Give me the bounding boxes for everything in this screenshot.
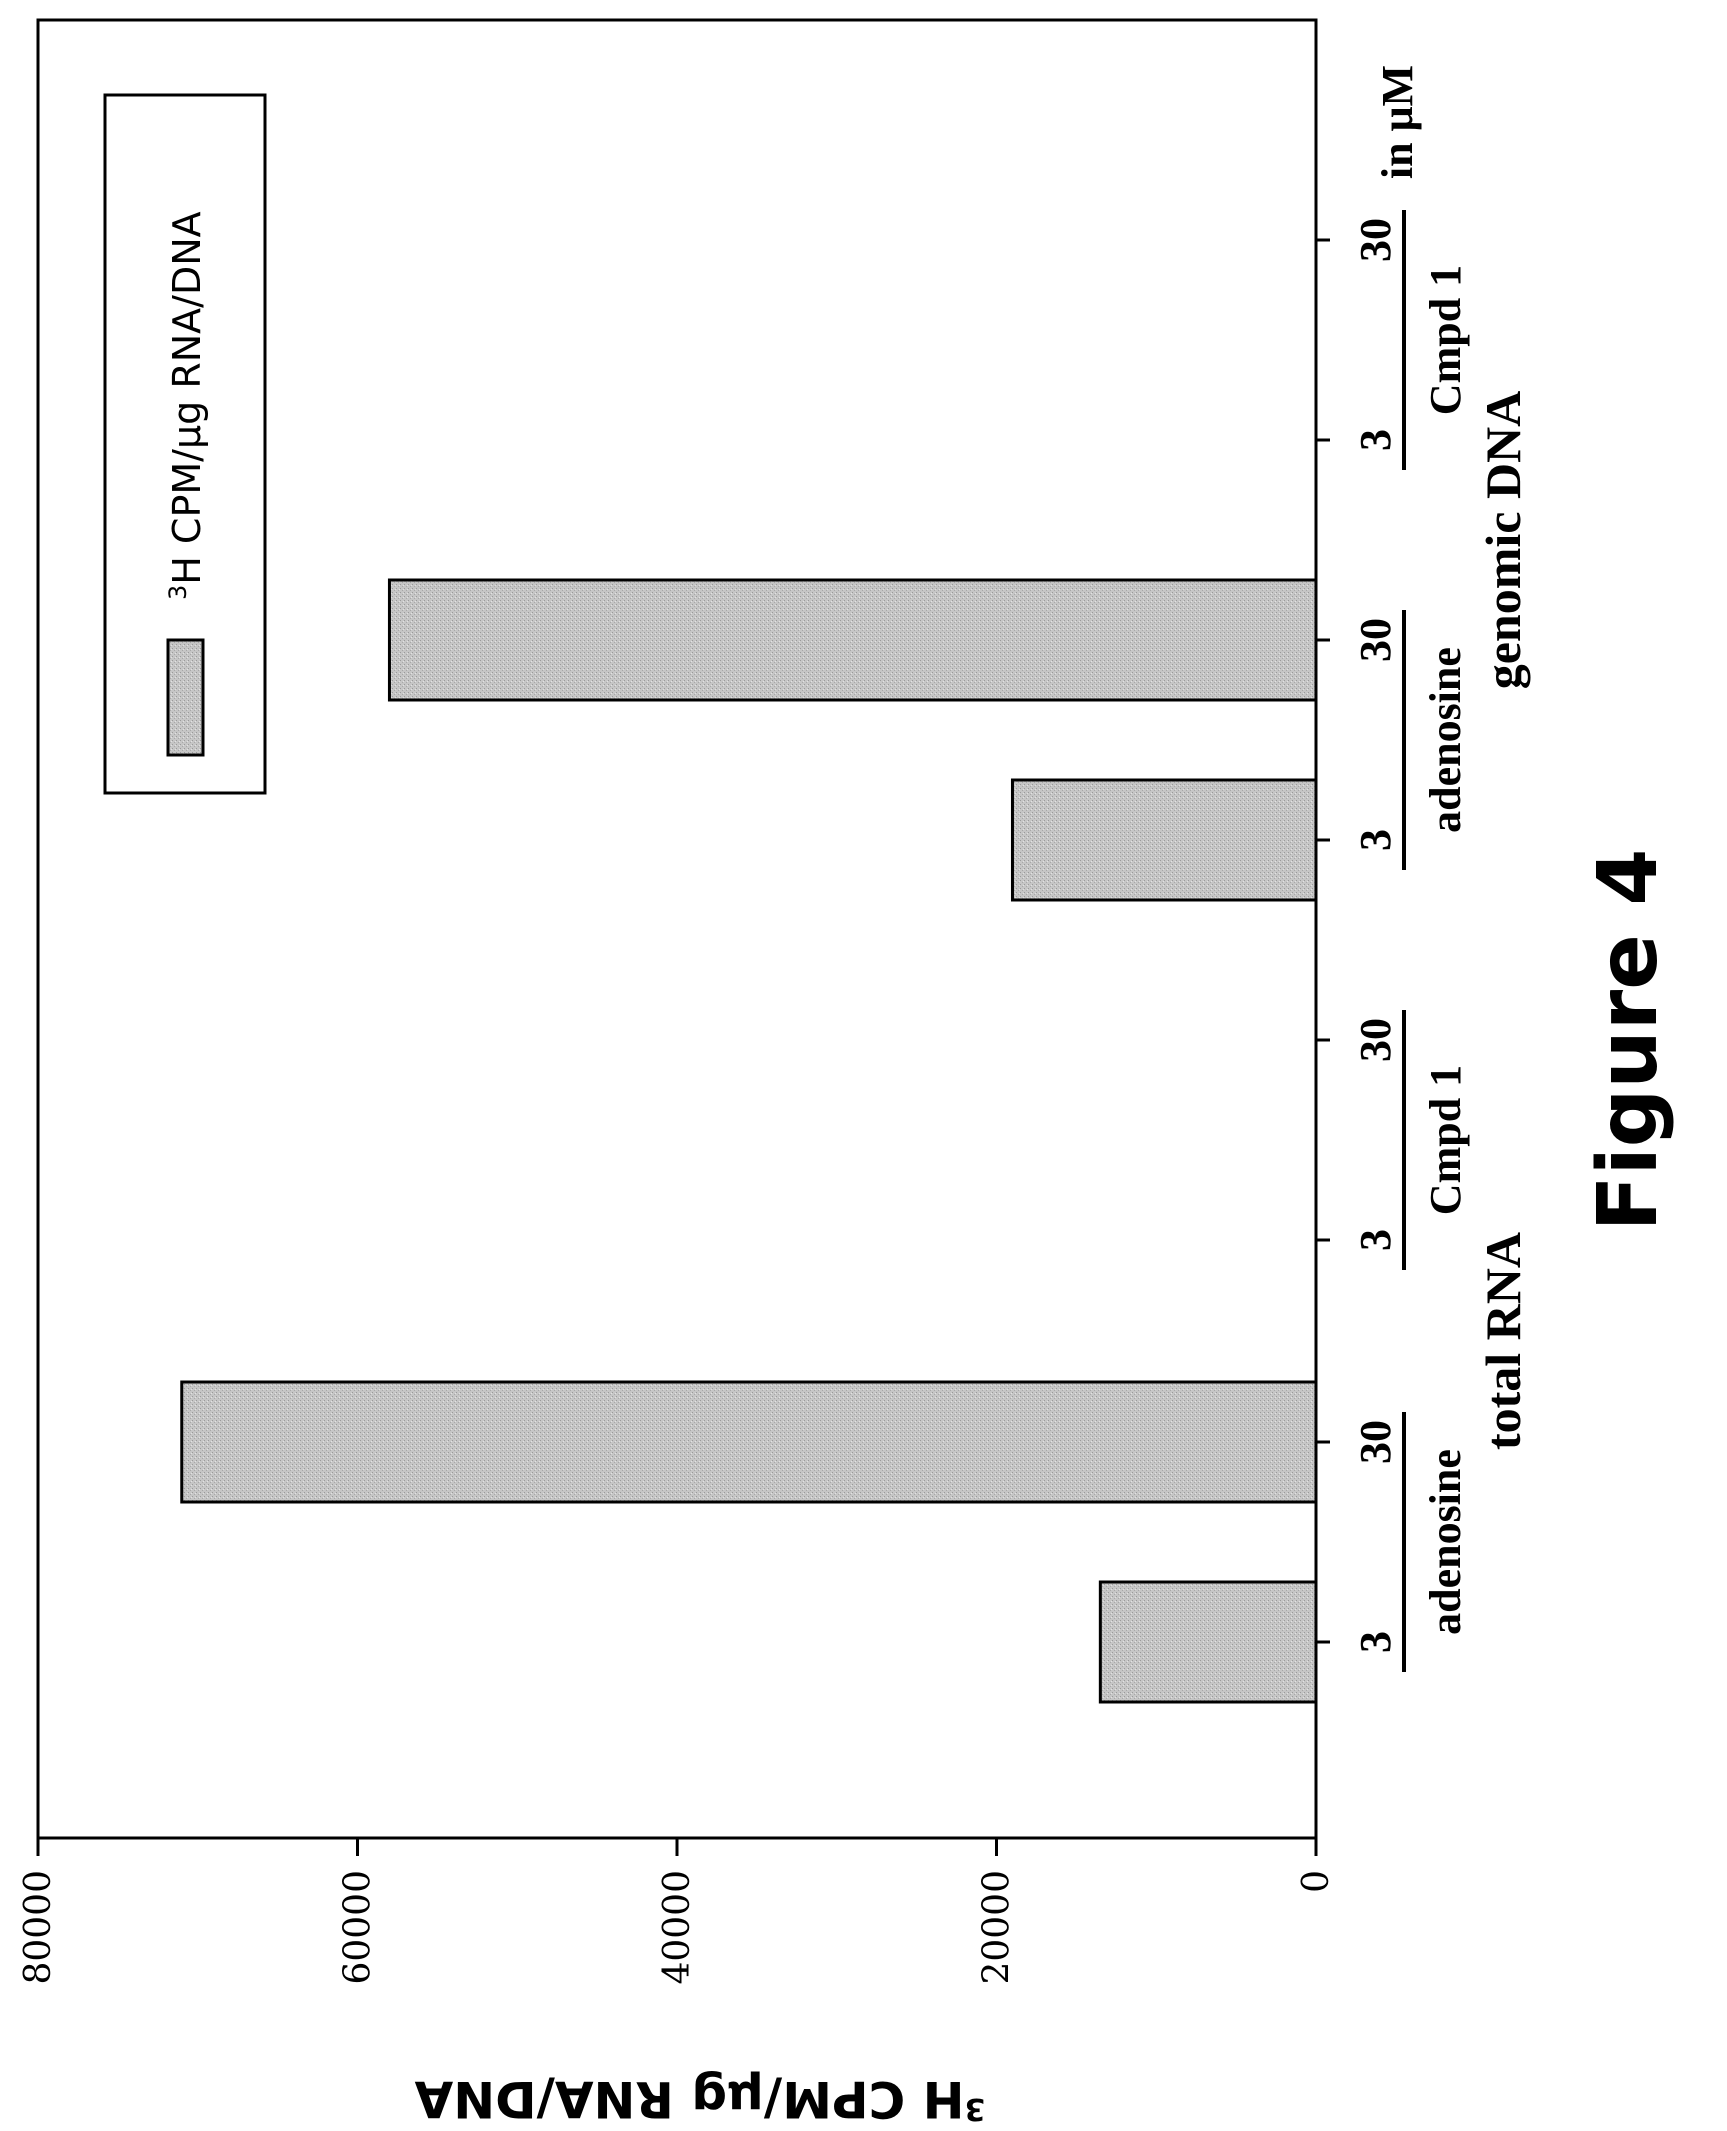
y-axis-title: 3H CPM/μg RNA/DNA — [414, 2070, 985, 2128]
legend-label-sup: 3 — [164, 585, 192, 600]
x-tick-label: 3 — [1351, 829, 1400, 851]
group-labels: total RNA genomic DNA — [1475, 391, 1531, 1450]
x-tick-label: 3 — [1351, 1229, 1400, 1251]
x-tick-label: 30 — [1351, 1420, 1400, 1464]
y-axis-title-text: H CPM/μg RNA/DNA — [414, 2070, 964, 2128]
bar — [1098, 1580, 1318, 1704]
compound-label: adenosine — [1421, 1449, 1470, 1635]
x-tick-label: 3 — [1351, 1631, 1400, 1653]
unit-label: in μM — [1373, 65, 1422, 179]
compound-label: Cmpd 1 — [1421, 265, 1470, 415]
bar — [180, 1380, 1318, 1504]
group-label: genomic DNA — [1475, 391, 1531, 690]
x-tick-label: 30 — [1351, 1018, 1400, 1062]
figure-label: Figure 4 — [1581, 849, 1676, 1232]
y-tick-label: 20000 — [977, 1870, 1018, 1985]
y-tick-label: 0 — [1296, 1870, 1337, 1893]
bar — [387, 578, 1318, 702]
y-tick-label: 60000 — [338, 1870, 379, 1985]
legend-label-text: H CPM/μg RNA/DNA — [165, 211, 209, 584]
x-tick-label: 30 — [1351, 218, 1400, 262]
legend-swatch — [166, 638, 205, 757]
x-tick-label: 30 — [1351, 618, 1400, 662]
y-axis-title-sup: 3 — [965, 2092, 986, 2127]
y-tick-label: 80000 — [18, 1870, 59, 1985]
legend: 3H CPM/μg RNA/DNA — [103, 93, 267, 795]
legend-label: 3H CPM/μg RNA/DNA — [164, 211, 209, 600]
bars — [180, 578, 1318, 1704]
bar — [1010, 778, 1318, 902]
y-tick-label: 40000 — [657, 1870, 698, 1985]
value-axis: 0 20000 40000 60000 80000 — [18, 1838, 1337, 1985]
compound-label: Cmpd 1 — [1421, 1065, 1470, 1215]
category-ticks — [1316, 238, 1330, 1644]
compound-label: adenosine — [1421, 647, 1470, 833]
compound-labels: adenosine Cmpd 1 adenosine Cmpd 1 — [1421, 265, 1470, 1635]
group-label: total RNA — [1475, 1232, 1531, 1450]
category-labels: 3 30 3 30 3 30 3 30 — [1351, 218, 1400, 1653]
x-tick-label: 3 — [1351, 429, 1400, 451]
